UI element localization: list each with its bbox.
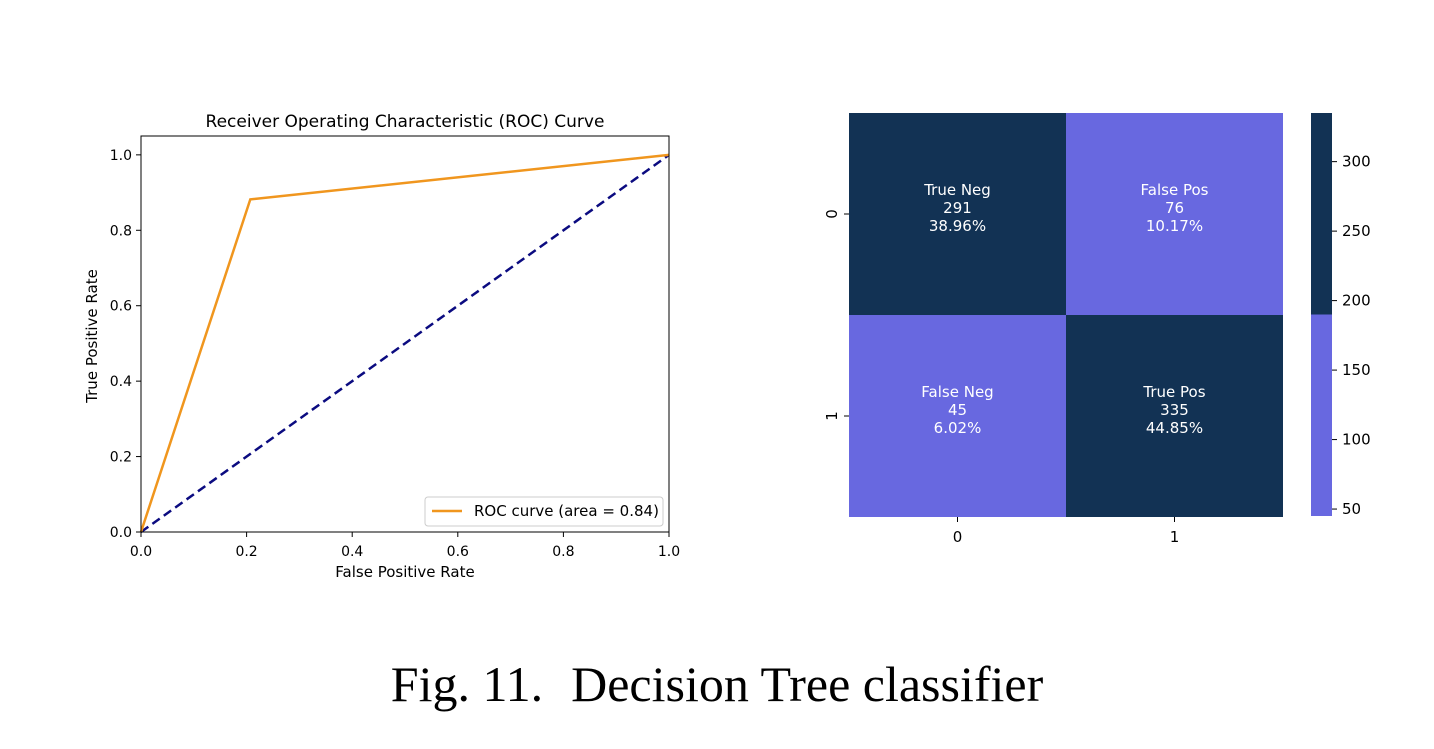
colorbar: 50 100 150 200 250 300 <box>1311 113 1371 518</box>
colorbar-tick-label: 250 <box>1342 222 1371 240</box>
roc-x-tick-label: 0.4 <box>341 544 363 560</box>
cm-cell-label: False Pos <box>1141 181 1209 199</box>
cm-cell-percent: 38.96% <box>929 217 986 235</box>
cm-x-tick-label: 0 <box>953 528 963 546</box>
cm-y-ticks: 01 <box>823 209 849 421</box>
roc-chart: Receiver Operating Characteristic (ROC) … <box>83 112 680 581</box>
cm-cell-label: True Neg <box>923 181 991 199</box>
roc-x-tick-label: 0.0 <box>130 544 152 560</box>
cm-cell-percent: 10.17% <box>1146 217 1203 235</box>
colorbar-low-segment <box>1311 314 1332 516</box>
figure-caption-text: Decision Tree classifier <box>571 656 1044 712</box>
roc-y-tick-label: 1.0 <box>110 148 132 164</box>
cm-cell-count: 335 <box>1160 401 1189 419</box>
cm-cell-percent: 6.02% <box>934 419 982 437</box>
colorbar-tick-label: 300 <box>1342 153 1371 171</box>
legend-label: ROC curve (area = 0.84) <box>474 502 659 520</box>
roc-curve-line <box>139 153 670 533</box>
figure-caption: Fig. 11. Decision Tree classifier <box>0 655 1434 713</box>
roc-title: Receiver Operating Characteristic (ROC) … <box>206 112 605 132</box>
roc-axes-frame <box>140 135 670 533</box>
cm-cell-percent: 44.85% <box>1146 419 1203 437</box>
cm-cell-label: False Neg <box>921 383 993 401</box>
cm-cell-count: 45 <box>948 401 967 419</box>
roc-x-tick-label: 0.2 <box>235 544 257 560</box>
roc-y-tick-label: 0.8 <box>110 223 132 239</box>
colorbar-high-segment <box>1311 113 1332 315</box>
colorbar-tick-label: 50 <box>1342 500 1361 518</box>
roc-x-tick-label: 0.6 <box>447 544 469 560</box>
figure-number: Fig. 11. <box>390 656 544 712</box>
roc-x-tick-label: 0.8 <box>552 544 574 560</box>
roc-y-label: True Positive Rate <box>83 269 101 404</box>
roc-y-tick-label: 0.4 <box>110 374 132 390</box>
cm-cell <box>1066 113 1283 315</box>
roc-x-label: False Positive Rate <box>335 563 474 581</box>
roc-y-tick-label: 0.2 <box>110 450 132 466</box>
cm-x-tick-label: 1 <box>1170 528 1180 546</box>
cm-cell <box>1066 315 1283 517</box>
roc-x-tick-label: 1.0 <box>658 544 680 560</box>
roc-y-ticks: 0.0 0.2 0.4 0.6 0.8 1.0 <box>110 148 141 541</box>
roc-legend: ROC curve (area = 0.84) <box>424 496 664 527</box>
cm-y-tick-label: 1 <box>823 411 841 421</box>
roc-y-tick-label: 0.6 <box>110 299 132 315</box>
cm-cell-count: 76 <box>1165 199 1184 217</box>
cm-cell-label: True Pos <box>1142 383 1205 401</box>
roc-plot-area <box>139 135 670 534</box>
chance-diagonal-line <box>140 153 670 534</box>
cm-y-tick-label: 0 <box>823 209 841 219</box>
roc-y-tick-label: 0.0 <box>110 525 132 541</box>
colorbar-tick-label: 150 <box>1342 361 1371 379</box>
colorbar-tick-label: 200 <box>1342 292 1371 310</box>
roc-x-ticks: 0.0 0.2 0.4 0.6 0.8 1.0 <box>130 532 680 560</box>
colorbar-tick-label: 100 <box>1342 431 1371 449</box>
cm-cell <box>849 113 1066 315</box>
cm-cell-count: 291 <box>943 199 972 217</box>
figure-canvas: Receiver Operating Characteristic (ROC) … <box>83 112 1371 581</box>
legend-box <box>424 496 664 527</box>
cm-cell <box>849 315 1066 517</box>
